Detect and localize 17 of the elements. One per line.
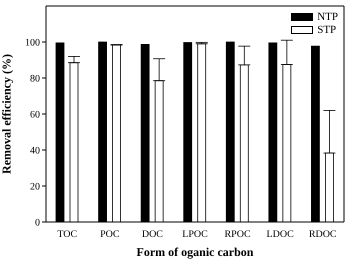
x-tick-label: LDOC	[266, 229, 294, 240]
y-axis-title: Removal efficiency (%)	[0, 54, 14, 174]
y-tick-label: 80	[30, 74, 40, 85]
legend-label: NTP	[317, 10, 338, 22]
x-tick-label: TOC	[57, 229, 78, 240]
y-tick-label: 60	[30, 110, 40, 121]
x-tick-label: DOC	[142, 229, 164, 240]
y-tick-label: 0	[35, 218, 40, 229]
x-tick-label: POC	[100, 229, 120, 240]
y-tick-label: 100	[25, 38, 40, 49]
x-tick-label: LPOC	[182, 229, 208, 240]
x-tick-label: RPOC	[224, 229, 251, 240]
y-tick-label: 40	[30, 146, 40, 157]
legend-label: STP	[317, 24, 336, 36]
x-axis-title: Form of oganic carbon	[136, 245, 254, 259]
y-tick-label: 20	[30, 182, 40, 193]
x-tick-label: RDOC	[308, 229, 337, 240]
